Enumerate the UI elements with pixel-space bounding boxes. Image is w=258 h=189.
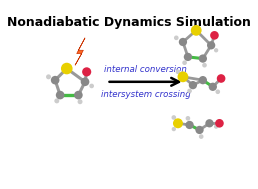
Circle shape <box>209 83 217 91</box>
Circle shape <box>89 84 94 88</box>
Circle shape <box>179 38 187 46</box>
Circle shape <box>184 53 192 61</box>
Circle shape <box>217 74 225 83</box>
Circle shape <box>51 76 59 84</box>
Circle shape <box>186 121 194 129</box>
Circle shape <box>214 48 218 52</box>
Circle shape <box>56 91 64 99</box>
Circle shape <box>186 116 190 121</box>
Circle shape <box>46 74 51 79</box>
Circle shape <box>214 125 218 129</box>
Circle shape <box>205 119 214 127</box>
Circle shape <box>82 67 91 76</box>
Circle shape <box>189 81 197 89</box>
Circle shape <box>187 89 192 93</box>
Circle shape <box>191 25 201 36</box>
Circle shape <box>207 41 215 50</box>
Circle shape <box>202 63 207 67</box>
Circle shape <box>178 71 188 82</box>
Circle shape <box>199 76 207 84</box>
Text: intersystem crossing: intersystem crossing <box>101 90 190 99</box>
Circle shape <box>210 31 219 40</box>
Circle shape <box>54 98 59 103</box>
Circle shape <box>174 36 179 40</box>
Circle shape <box>81 77 89 86</box>
Circle shape <box>199 54 207 63</box>
Circle shape <box>182 60 187 65</box>
Circle shape <box>173 118 183 128</box>
Circle shape <box>199 134 204 139</box>
Circle shape <box>195 126 204 134</box>
Polygon shape <box>75 38 85 65</box>
Circle shape <box>215 89 220 94</box>
Circle shape <box>78 99 83 104</box>
Circle shape <box>172 127 176 131</box>
Circle shape <box>74 91 83 99</box>
Circle shape <box>172 115 176 120</box>
Circle shape <box>215 119 224 128</box>
Text: internal conversion: internal conversion <box>104 64 187 74</box>
Text: Nonadiabatic Dynamics Simulation: Nonadiabatic Dynamics Simulation <box>7 16 251 29</box>
Circle shape <box>176 70 180 74</box>
Circle shape <box>61 63 72 74</box>
